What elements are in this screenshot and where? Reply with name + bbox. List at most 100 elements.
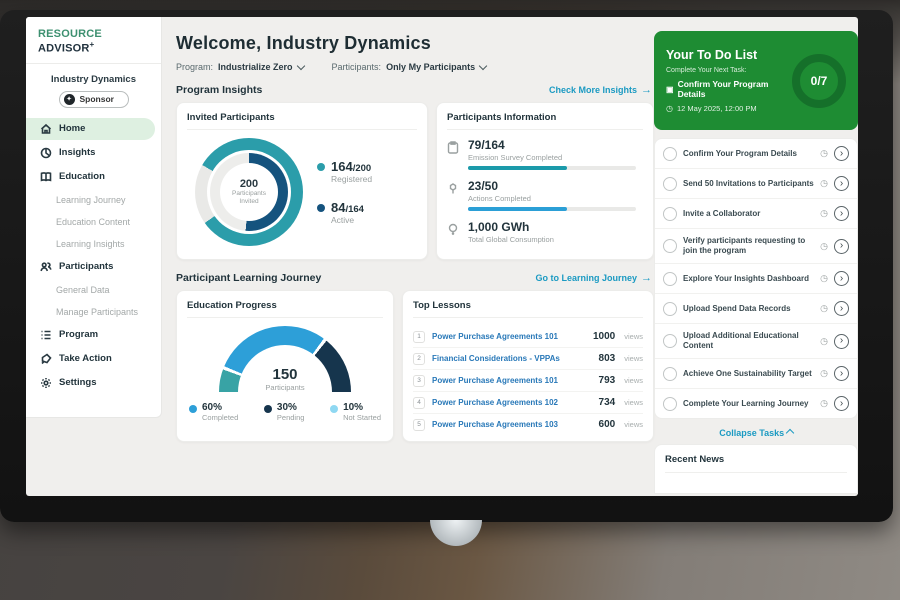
task-row-upload-spend-data[interactable]: Upload Spend Data Records ◷ › [655,293,857,323]
task-checkbox[interactable] [663,146,677,161]
lesson-row: 3 Power Purchase Agreements 101 793 view… [413,370,643,392]
program-insights-header: Program Insights Check More Insights → [176,84,652,96]
sidebar-item-program[interactable]: Program [26,324,155,346]
sidebar-item-education-content[interactable]: Education Content [26,212,155,232]
section-title: Participant Learning Journey [176,272,322,284]
views-suffix: views [624,354,643,363]
recent-news-title: Recent News [665,454,847,473]
task-row-invite-collaborator[interactable]: Invite a Collaborator ◷ › [655,198,857,228]
dashboard-screen: RESOURCE ADVISOR+ Industry Dynamics ✦ Sp… [26,17,858,496]
sidebar-item-manage-participants[interactable]: Manage Participants [26,302,155,322]
take-action-icon [40,353,52,365]
chevron-right-icon[interactable]: › [834,238,849,254]
chevron-right-icon[interactable]: › [834,396,849,411]
chevron-right-icon[interactable]: › [834,146,849,161]
sidebar-item-education[interactable]: Education [26,166,155,188]
clock-icon: ◷ [820,368,828,378]
invited-participants-card: Invited Participants 200 Participants In… [176,102,428,260]
task-checkbox[interactable] [663,206,677,221]
task-checkbox[interactable] [663,334,677,348]
gauge-arc [219,326,351,392]
arrow-right-icon: → [641,272,652,284]
todo-title: Your To Do List [666,48,758,62]
card-title: Participants Information [447,112,643,130]
chevron-up-icon [785,428,794,438]
sidebar-item-general-data[interactable]: General Data [26,280,155,300]
sponsor-badge[interactable]: ✦ Sponsor [58,90,129,108]
clock-icon: ◷ [820,208,828,218]
lesson-views: 734 [598,397,616,408]
task-row-send-invitations[interactable]: Send 50 Invitations to Participants ◷ › [655,168,857,198]
chevron-right-icon[interactable]: › [834,301,849,316]
participants-select[interactable]: Participants: Only My Participants [331,61,488,72]
chevron-right-icon[interactable]: › [834,271,849,286]
task-checkbox[interactable] [663,396,677,411]
lesson-rank: 3 [413,374,425,387]
sidebar-item-home[interactable]: Home [26,117,155,140]
task-checkbox[interactable] [663,239,677,253]
chevron-down-icon [296,61,305,70]
top-lessons-card: Top Lessons 1 Power Purchase Agreements … [402,290,654,442]
task-label: Explore Your Insights Dashboard [683,273,809,283]
progress-bar [468,166,636,170]
collapse-tasks-link[interactable]: Collapse Tasks [654,419,858,444]
chevron-right-icon[interactable]: › [834,366,849,381]
stat-actions-completed: 23/50 Actions Completed [447,179,643,211]
sidebar-item-label: Insights [59,147,96,159]
task-checkbox[interactable] [663,366,677,381]
participants-information-card: Participants Information 79/164 Emission… [436,102,654,260]
stat-value: 23/50 [468,179,499,193]
main-content: Welcome, Industry Dynamics Program: Indu… [176,17,654,496]
program-select[interactable]: Program: Industrialize Zero [176,61,305,72]
chevron-right-icon[interactable]: › [834,176,849,191]
check-more-insights-link[interactable]: Check More Insights → [549,84,652,96]
clock-icon: ◷ [820,148,828,158]
task-checkbox[interactable] [663,176,677,191]
task-row-complete-learning-journey[interactable]: Complete Your Learning Journey ◷ › [655,388,857,418]
go-to-learning-journey-link[interactable]: Go to Learning Journey → [535,272,652,284]
participants-select-label: Participants: [331,62,382,72]
chevron-right-icon[interactable]: › [834,333,849,349]
sidebar-item-settings[interactable]: Settings [26,372,155,394]
task-row-explore-insights[interactable]: Explore Your Insights Dashboard ◷ › [655,263,857,293]
sidebar-item-participants[interactable]: Participants [26,256,155,278]
task-row-verify-participants[interactable]: Verify participants requesting to join t… [655,228,857,263]
sidebar-item-learning-insights[interactable]: Learning Insights [26,234,155,254]
sidebar: RESOURCE ADVISOR+ Industry Dynamics ✦ Sp… [26,17,162,418]
survey-icon [447,138,460,170]
task-row-confirm-program[interactable]: Confirm Your Program Details ◷ › [655,139,857,168]
views-suffix: views [624,332,643,341]
sidebar-item-take-action[interactable]: Take Action [26,348,155,370]
task-row-upload-educational-content[interactable]: Upload Additional Educational Content ◷ … [655,323,857,358]
legend-value: 164 [331,159,353,174]
task-checkbox[interactable] [663,301,677,316]
lesson-link[interactable]: Financial Considerations - VPPAs [432,354,560,363]
legend-label: Not Started [343,413,381,422]
legend-completed: 60% Completed [189,402,238,422]
task-row-achieve-sustainability-target[interactable]: Achieve One Sustainability Target ◷ › [655,358,857,388]
sidebar-item-learning-journey[interactable]: Learning Journey [26,190,155,210]
task-checkbox[interactable] [663,271,677,286]
stat-value: 79/164 [468,138,505,152]
link-label: Check More Insights [548,85,637,95]
legend-label: Registered [331,174,373,184]
sidebar-item-label: General Data [56,284,110,295]
lesson-rank: 5 [413,418,425,431]
lesson-link[interactable]: Power Purchase Agreements 101 [432,376,558,385]
sidebar-item-label: Education Content [56,216,131,227]
clock-icon: ◷ [820,335,828,346]
lesson-rank: 2 [413,352,425,365]
chevron-right-icon[interactable]: › [834,206,849,221]
legend-registered: 164/200 Registered [317,159,372,184]
views-suffix: views [624,376,643,385]
clock-icon: ◷ [820,178,828,188]
insights-icon [40,147,52,159]
logo-advisor: ADVISOR [38,42,90,55]
lesson-views: 600 [598,419,616,430]
sidebar-item-insights[interactable]: Insights [26,142,155,164]
stat-emission-survey: 79/164 Emission Survey Completed [447,138,643,170]
sidebar-item-label: Take Action [59,353,112,365]
lesson-link[interactable]: Power Purchase Agreements 103 [432,420,558,429]
lesson-link[interactable]: Power Purchase Agreements 101 [432,332,558,341]
lesson-link[interactable]: Power Purchase Agreements 102 [432,398,558,407]
